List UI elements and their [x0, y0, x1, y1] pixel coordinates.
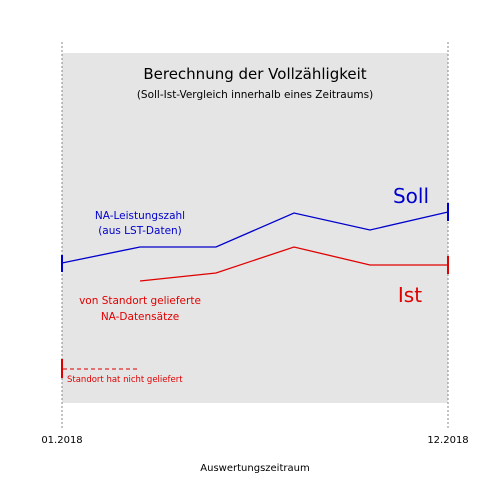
ist-line	[139, 246, 448, 282]
missing-label: Standort hat nicht geliefert	[67, 375, 183, 385]
diagram-title: Berechnung der Vollzähligkeit	[143, 65, 366, 83]
soll-annotation-line2: (aus LST-Daten)	[98, 225, 182, 237]
soll-annotation-line1: NA-Leistungszahl	[95, 210, 185, 222]
ist-annotation-line1: von Standort gelieferte	[79, 295, 201, 307]
diagram-subtitle: (Soll-Ist-Vergleich innerhalb eines Zeit…	[137, 89, 373, 101]
ist-label: Ist	[398, 283, 422, 307]
soll-line	[61, 211, 449, 264]
evaluation-panel	[62, 53, 448, 403]
axis-end-label: 12.2018	[427, 435, 468, 446]
soll-label: Soll	[393, 184, 429, 208]
ist-annotation-line2: NA-Datensätze	[101, 311, 179, 323]
axis-title: Auswertungszeitraum	[200, 463, 309, 474]
axis-start-label: 01.2018	[41, 435, 82, 446]
